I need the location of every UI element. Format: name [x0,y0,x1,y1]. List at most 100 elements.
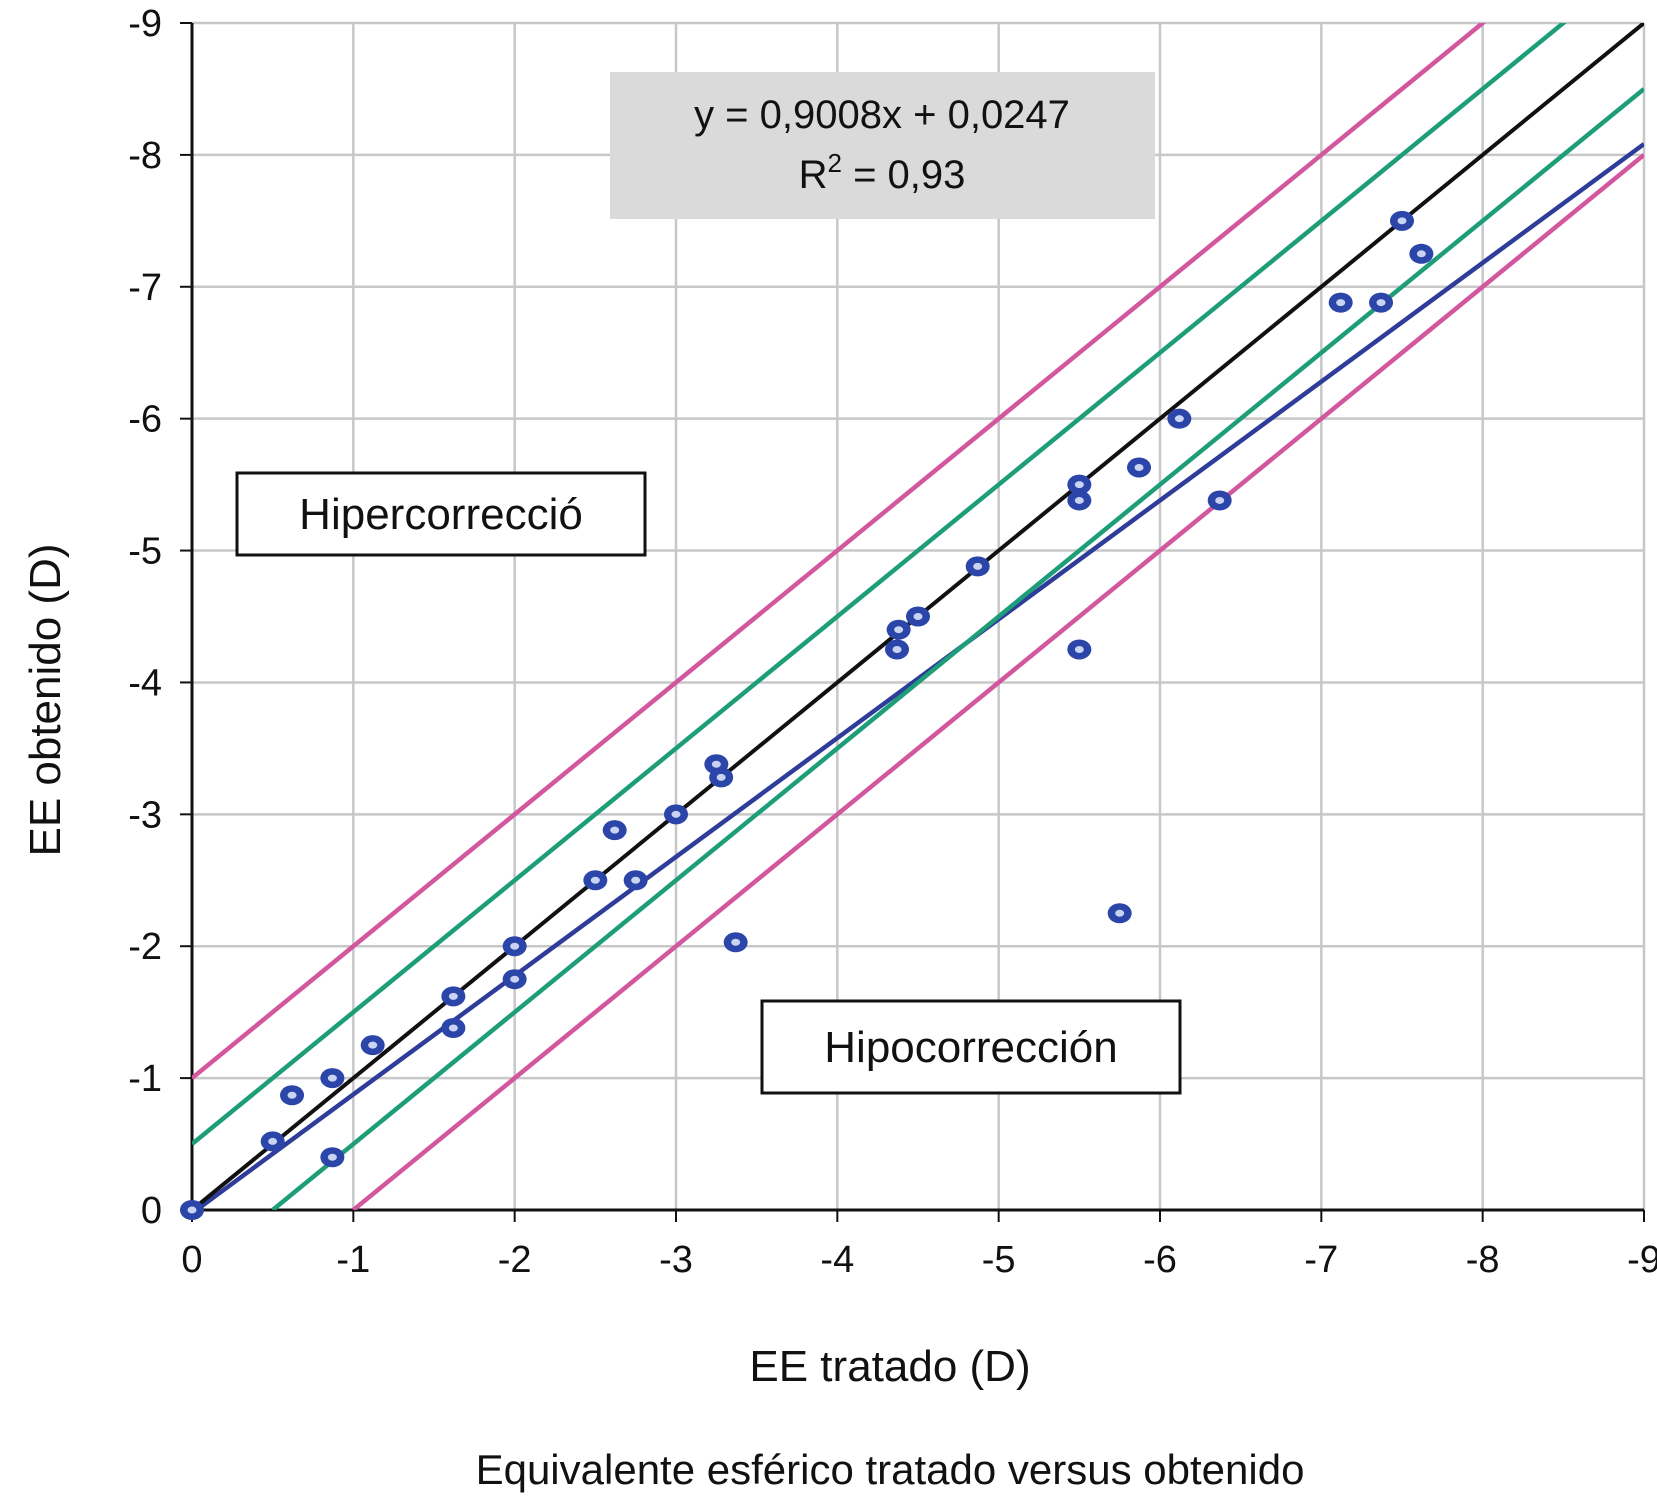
data-point [280,1085,305,1106]
y-axis-title: EE obtenido (D) [21,543,70,856]
x-tick-label: -9 [1627,1239,1657,1281]
y-tick-label: -2 [128,926,162,968]
data-point-center [913,613,923,620]
data-point-center [631,876,641,884]
data-point [602,820,627,841]
data-point-center [1074,645,1084,653]
lines-group [192,23,1644,1210]
data-point [1067,490,1092,511]
data-point-center [1174,415,1184,423]
data-point [723,932,748,953]
data-point [1207,490,1232,511]
hipocorreccion-box: Hipocorrección [760,999,1182,1095]
x-tick-labels: 0 -1 -2 -3 -4 -5 -6 -7 -8 -9 [181,1239,1657,1281]
r-squared-suffix: = 0,93 [842,153,965,197]
regression-line [192,142,1644,1210]
x-tick-label: -2 [498,1239,532,1281]
data-point-center [1416,250,1426,258]
band-line [351,153,1644,1210]
data-point [1409,243,1434,264]
data-point-center [1215,496,1225,504]
data-point-center [1336,299,1346,307]
y-tick-label: -9 [128,3,162,45]
data-point-center [973,562,983,570]
data-point [260,1131,285,1152]
y-tick-labels: 0 -1 -2 -3 -4 -5 -6 -7 -8 -9 [128,3,162,1232]
x-tick-label: 0 [181,1239,202,1281]
data-point [709,767,734,788]
data-point-center [1376,299,1386,307]
data-point-center [287,1091,297,1099]
hipocorreccion-frame [760,999,1182,1095]
data-point-center [892,645,902,653]
equation-box: y = 0,9008x + 0,0247 R2 = 0,93 [610,72,1155,219]
data-point [1328,292,1353,313]
y-tick-label: -4 [128,662,162,704]
data-point [1067,474,1092,495]
data-point-center [1397,217,1407,225]
x-tick-label: -7 [1304,1239,1338,1281]
x-axis-title: EE tratado (D) [749,1342,1030,1391]
data-point [1127,457,1152,478]
y-tick-label: -3 [128,794,162,836]
data-point-center [894,626,904,634]
data-point-center [448,992,458,1000]
data-point-center [510,975,520,983]
axes [180,22,1645,1222]
hipercorreccion-label: Hipercorrecció [299,490,583,539]
data-point [320,1147,345,1168]
data-point [360,1035,385,1056]
hipocorreccion-label: Hipocorrección [824,1023,1117,1072]
data-point [441,986,466,1007]
data-point-center [671,810,681,818]
points-group [180,210,1434,1220]
data-point-center [187,1206,197,1214]
data-point [906,606,930,627]
data-point-center [711,760,721,768]
band-line [271,87,1644,1210]
data-point-center [731,938,741,946]
data-point [885,639,910,660]
x-tick-label: -1 [336,1239,370,1281]
data-point [664,804,688,825]
data-point-center [327,1074,337,1082]
r-squared-prefix: R [799,153,828,197]
data-point-center [327,1153,337,1161]
data-point [583,870,608,891]
y-tick-label: -6 [128,399,162,441]
data-point-center [1115,909,1125,917]
data-point-center [590,876,600,884]
equation-line: y = 0,9008x + 0,0247 [694,93,1070,137]
data-point [1067,639,1092,660]
data-point [623,870,648,891]
data-point [502,936,527,957]
data-point-center [610,826,620,834]
y-tick-label: -1 [128,1058,162,1100]
data-point [1167,408,1192,429]
x-tick-label: -3 [659,1239,693,1281]
data-point-center [510,942,520,950]
r-squared-superscript: 2 [827,148,841,178]
data-point-center [448,1024,458,1032]
data-point-center [1134,463,1144,471]
data-point [320,1068,345,1089]
data-point-center [1074,496,1084,504]
data-point [1390,210,1414,231]
y-tick-label: -8 [128,135,162,177]
data-point [441,1017,466,1038]
data-point-center [368,1041,378,1049]
hipercorreccion-frame [235,471,647,557]
y-tick-label: 0 [141,1190,162,1232]
data-point-center [268,1137,278,1145]
y-tick-label: -5 [128,531,162,573]
data-point [1107,903,1132,924]
data-point [180,1200,204,1220]
data-point-center [1074,481,1084,489]
r-squared-line: R2 = 0,93 [799,148,966,197]
hipercorreccion-box: Hipercorrecció [235,471,647,557]
data-point-center [716,773,726,781]
data-point [965,556,990,577]
x-tick-label: -5 [982,1239,1016,1281]
equation-box-bg [610,72,1155,219]
